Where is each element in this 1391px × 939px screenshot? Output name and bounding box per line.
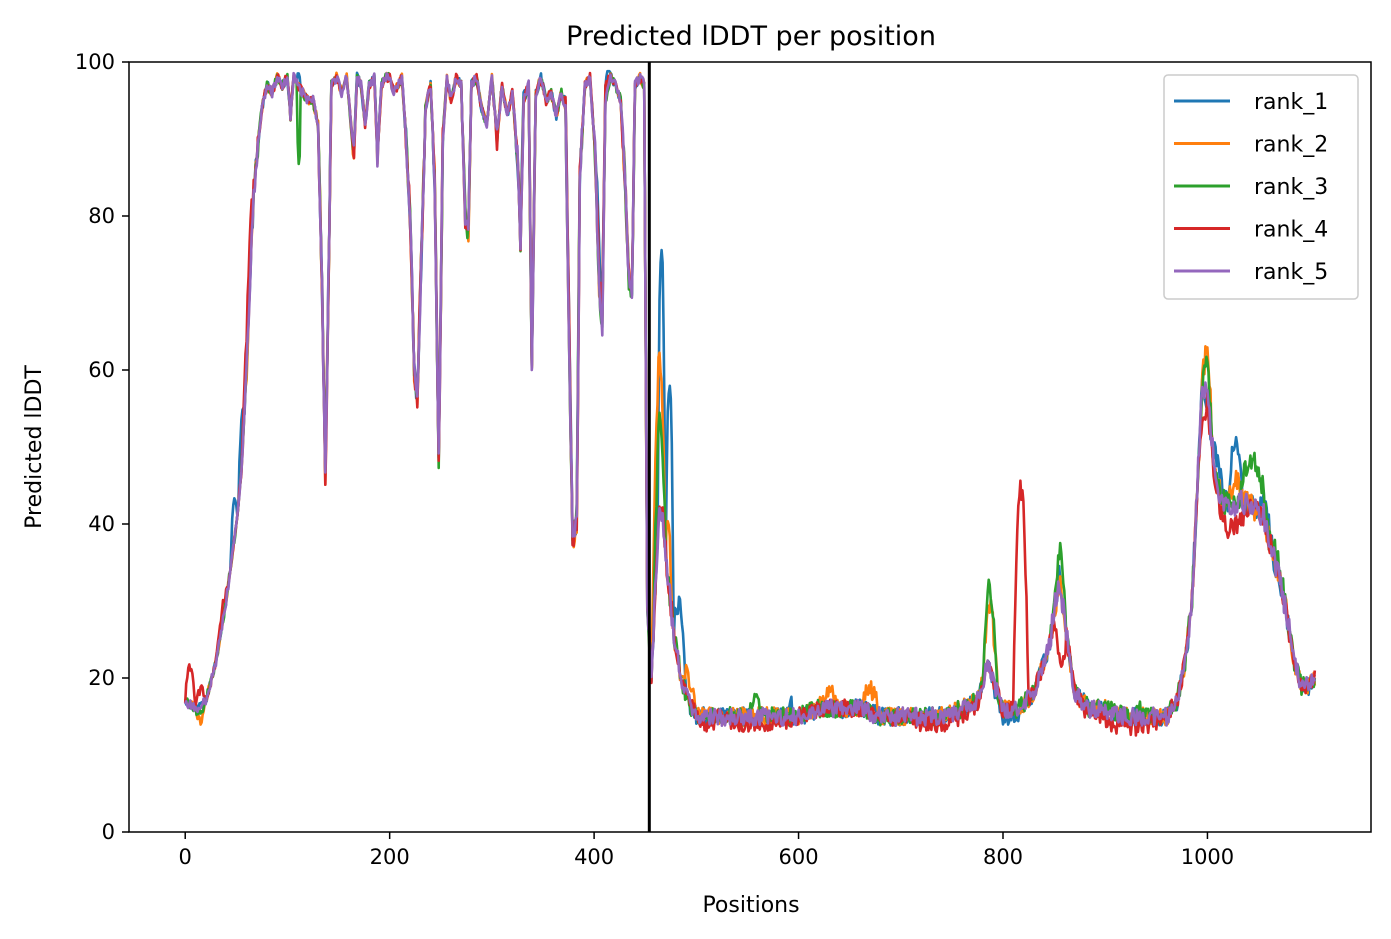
x-tick-label: 0 [179, 845, 192, 869]
x-axis-label: Positions [702, 893, 799, 918]
legend-label-rank_3: rank_3 [1254, 175, 1328, 200]
plot-frame [128, 61, 1372, 833]
y-tick-label: 100 [75, 50, 115, 74]
series-line-rank_5 [183, 71, 1317, 727]
legend-label-rank_4: rank_4 [1254, 218, 1328, 243]
x-axis-ticks: 0 200 400 600 800 1000 [179, 832, 1234, 869]
x-tick-label: 200 [370, 845, 410, 869]
x-tick-label: 1000 [1181, 845, 1234, 869]
legend-label-rank_5: rank_5 [1254, 260, 1328, 285]
y-tick-label: 20 [88, 666, 115, 690]
x-tick-label: 400 [574, 845, 614, 869]
x-tick-label: 800 [983, 845, 1023, 869]
y-tick-label: 40 [88, 512, 115, 536]
x-tick-label: 600 [779, 845, 819, 869]
y-tick-label: 60 [88, 358, 115, 382]
y-axis-label: Predicted lDDT [22, 365, 47, 529]
plot-area [183, 69, 1317, 737]
y-tick-label: 0 [102, 820, 115, 844]
legend-label-rank_1: rank_1 [1254, 90, 1328, 115]
y-axis-ticks: 0 20 40 60 80 100 [75, 50, 129, 844]
legend-label-rank_2: rank_2 [1254, 133, 1328, 158]
chart-title: Predicted lDDT per position [566, 21, 936, 52]
y-tick-label: 80 [88, 204, 115, 228]
legend-box [1163, 74, 1359, 300]
legend: rank_1 rank_2 rank_3 rank_4 rank_5 [1163, 74, 1359, 300]
